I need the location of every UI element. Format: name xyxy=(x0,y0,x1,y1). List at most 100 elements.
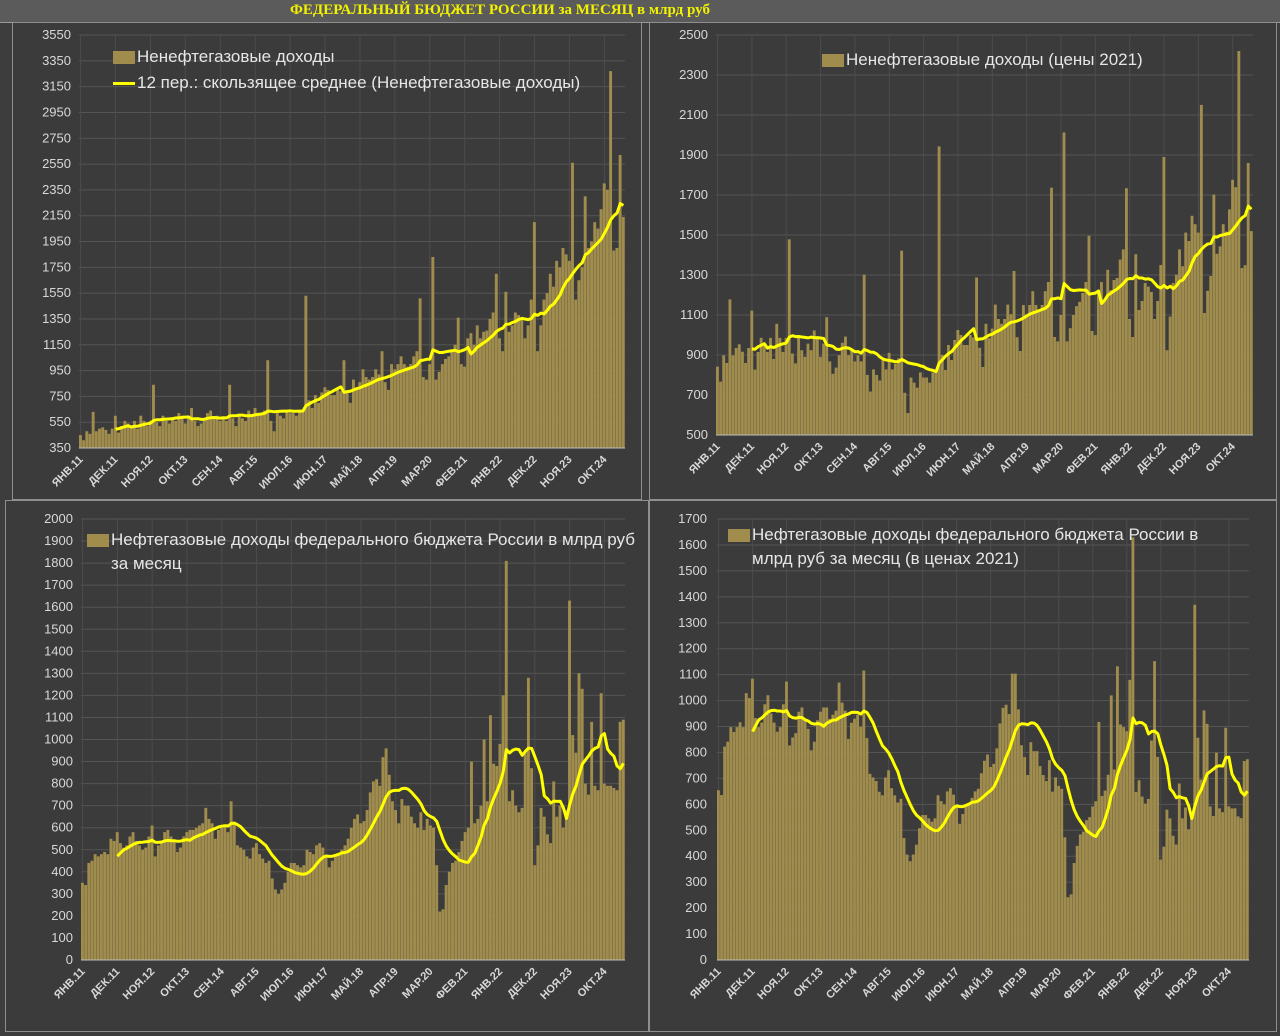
bar xyxy=(915,387,919,435)
bar xyxy=(485,330,489,448)
bar xyxy=(529,299,533,448)
bar xyxy=(210,823,214,960)
bar xyxy=(1091,806,1095,960)
bar xyxy=(850,349,854,435)
bar xyxy=(1230,808,1234,960)
bar xyxy=(479,805,483,960)
bar xyxy=(472,344,476,448)
x-tick-label: НОЯ.12 xyxy=(121,966,157,1002)
x-tick-label: ЯНВ.22 xyxy=(469,454,505,490)
bar xyxy=(800,350,804,435)
bar xyxy=(315,845,318,960)
bar xyxy=(1088,817,1092,960)
bar xyxy=(1029,742,1033,960)
bar xyxy=(327,867,331,960)
bar xyxy=(937,146,941,435)
bar xyxy=(1069,894,1073,960)
bar xyxy=(992,763,996,960)
bar xyxy=(596,790,600,960)
bar xyxy=(120,426,124,448)
bar xyxy=(495,765,499,960)
bar xyxy=(190,407,194,448)
bar xyxy=(207,818,211,960)
x-tick-label: НОЯ.23 xyxy=(538,454,574,490)
bar xyxy=(264,862,268,960)
bar xyxy=(422,829,426,960)
y-tick-label: 300 xyxy=(685,874,707,889)
bar xyxy=(765,351,769,435)
y-tick-label: 700 xyxy=(685,770,707,785)
x-tick-label: ОКТ.13 xyxy=(158,966,192,1000)
bar xyxy=(791,737,795,960)
bar xyxy=(1075,306,1078,435)
bar xyxy=(1227,806,1231,960)
bar xyxy=(931,372,935,435)
bar xyxy=(459,364,463,448)
bar xyxy=(1237,51,1241,435)
bar xyxy=(1034,305,1038,435)
bar xyxy=(596,228,600,448)
bar xyxy=(953,340,957,435)
bar xyxy=(489,715,492,960)
bar xyxy=(1065,341,1069,435)
bar xyxy=(735,727,739,960)
chart-svg: 0 100 200 300 400 500 600 700 800 900 1000 1100 1200… xyxy=(678,511,1249,1005)
bar xyxy=(1162,157,1166,435)
bar xyxy=(137,845,141,960)
bar xyxy=(399,356,403,448)
bar xyxy=(1234,187,1238,435)
x-tick-label: ИЮН.17 xyxy=(923,966,962,1005)
y-tick-label: 550 xyxy=(49,414,71,429)
x-tick-label: АВГ.15 xyxy=(226,454,260,488)
bar xyxy=(552,781,556,960)
bar xyxy=(101,427,105,448)
y-tick-label: 2500 xyxy=(679,27,708,42)
y-tick-label: 400 xyxy=(51,864,73,879)
bar xyxy=(1187,829,1190,960)
bar xyxy=(237,415,241,448)
bar xyxy=(1193,224,1197,435)
x-tick-label: СЕН.14 xyxy=(191,965,227,1001)
bar xyxy=(726,741,730,960)
bar xyxy=(732,732,736,960)
x-tick-label: ДЕК.11 xyxy=(88,966,122,1000)
chart-legend: Ненефтегазовые доходы 12 пер.: скользяще… xyxy=(113,45,580,95)
bar xyxy=(510,325,514,448)
bar xyxy=(475,325,479,448)
bar xyxy=(720,795,723,960)
legend-label: Ненефтегазовые доходы xyxy=(137,47,335,66)
bar xyxy=(270,878,274,960)
bar xyxy=(928,382,932,435)
bar xyxy=(254,843,258,960)
bar xyxy=(305,849,309,960)
bar xyxy=(605,189,609,449)
bar xyxy=(918,828,921,960)
chart-legend: Нефтегазовые доходы федерального бюджета… xyxy=(87,528,637,576)
bar xyxy=(164,420,168,448)
y-tick-label: 3150 xyxy=(42,79,71,94)
bar xyxy=(179,847,182,960)
bar xyxy=(606,785,609,960)
bar xyxy=(1041,775,1045,960)
bar xyxy=(263,410,267,448)
bar xyxy=(734,348,738,435)
bar xyxy=(492,763,496,960)
bar xyxy=(294,415,298,448)
bar xyxy=(353,818,356,960)
bar xyxy=(744,693,748,960)
bar xyxy=(1134,791,1138,960)
bar xyxy=(1180,818,1184,960)
bar xyxy=(438,911,442,960)
bar xyxy=(234,426,238,448)
bar xyxy=(1168,316,1172,435)
y-tick-label: 1900 xyxy=(44,533,73,548)
bar xyxy=(139,415,143,448)
bar xyxy=(1037,309,1041,435)
bar xyxy=(1012,271,1016,435)
bar xyxy=(744,362,747,435)
bar xyxy=(383,382,387,448)
bar xyxy=(498,743,502,960)
bar xyxy=(1168,818,1172,960)
bar xyxy=(158,426,162,448)
bar xyxy=(355,387,359,448)
